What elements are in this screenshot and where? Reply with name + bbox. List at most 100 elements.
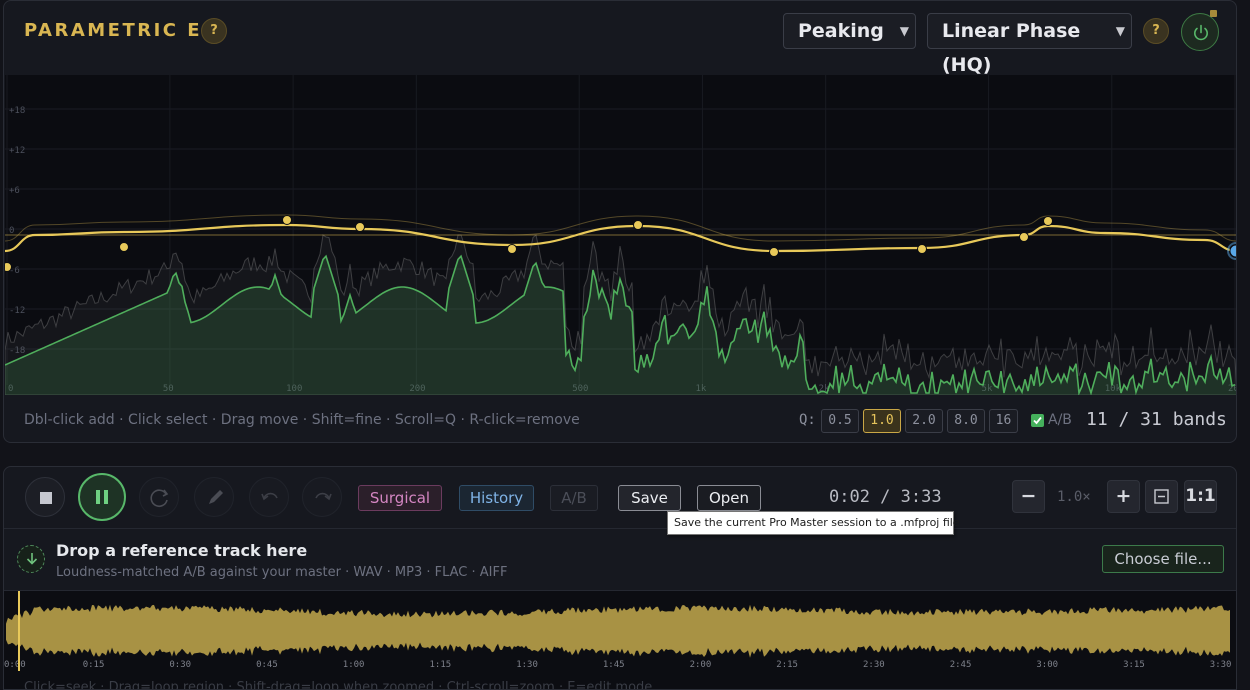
ab-compare-button[interactable]: A/B bbox=[550, 485, 598, 511]
eq-title: PARAMETRIC EQ bbox=[24, 20, 220, 41]
redo-icon bbox=[315, 492, 332, 501]
choose-file-button[interactable]: Choose file... bbox=[1102, 545, 1224, 573]
eq-grid bbox=[5, 75, 1236, 385]
freq-tick-label: 20k bbox=[1228, 384, 1237, 394]
db-tick-label: -18 bbox=[9, 346, 25, 356]
time-tick-label: 3:00 bbox=[1036, 660, 1058, 670]
pause-button[interactable] bbox=[78, 473, 126, 521]
time-tick-label: 2:00 bbox=[690, 660, 712, 670]
db-axis-labels: +18 +12 +6 0 -6 -12 -18 bbox=[9, 106, 25, 356]
pencil-icon bbox=[209, 490, 223, 504]
eq-band-node[interactable] bbox=[1229, 244, 1237, 258]
eq-band-node[interactable] bbox=[507, 244, 517, 254]
time-tick-label: 3:15 bbox=[1123, 660, 1145, 670]
eq-band-node[interactable] bbox=[119, 242, 129, 252]
reference-subtitle: Loudness-matched A/B against your master… bbox=[56, 565, 508, 580]
waveform-shape bbox=[6, 604, 1230, 658]
loop-button[interactable] bbox=[139, 477, 179, 517]
freq-tick-label: 1k bbox=[695, 384, 706, 394]
eq-header: PARAMETRIC EQ ? Peaking ▼ Linear Phase (… bbox=[4, 1, 1236, 76]
eq-band-node[interactable] bbox=[1043, 216, 1053, 226]
surgical-button[interactable]: Surgical bbox=[358, 485, 442, 511]
power-button[interactable] bbox=[1181, 13, 1219, 51]
freq-tick-label: 50 bbox=[163, 384, 174, 394]
chevron-down-icon: ▼ bbox=[899, 24, 909, 38]
spectrum-line bbox=[5, 254, 1236, 395]
eq-curve-ghost bbox=[5, 214, 1236, 242]
freq-tick-label: 0 bbox=[8, 384, 13, 394]
history-button[interactable]: History bbox=[459, 485, 534, 511]
time-tick-label: 0:30 bbox=[169, 660, 191, 670]
zoom-out-button[interactable]: − bbox=[1012, 480, 1045, 513]
fit-icon bbox=[1154, 489, 1169, 504]
freq-tick-label: 5k bbox=[982, 384, 993, 394]
eq-band-node[interactable] bbox=[633, 220, 643, 230]
q-preset-8-0-button[interactable]: 8.0 bbox=[947, 409, 985, 433]
one-to-one-button[interactable]: 1:1 bbox=[1184, 480, 1217, 513]
q-preset-16-button[interactable]: 16 bbox=[989, 409, 1018, 433]
transport-panel: Surgical History A/B Save Open 0:02 / 3:… bbox=[3, 466, 1237, 690]
freq-tick-label: 2k bbox=[819, 384, 830, 394]
waveform[interactable]: 0:00 0:15 0:30 0:45 1:00 1:15 1:30 1:45 2:00 2:15… bbox=[4, 591, 1237, 677]
eq-footer: Dbl-click add · Click select · Drag move… bbox=[4, 397, 1236, 442]
time-tick-label: 2:15 bbox=[776, 660, 798, 670]
time-tick-label: 3:30 bbox=[1210, 660, 1232, 670]
q-preset-1-0-button[interactable]: 1.0 bbox=[863, 409, 901, 433]
q-preset-0-5-button[interactable]: 0.5 bbox=[821, 409, 859, 433]
stop-button[interactable] bbox=[25, 477, 65, 517]
q-preset-2-0-button[interactable]: 2.0 bbox=[905, 409, 943, 433]
reference-drop-zone[interactable]: Drop a reference track here Loudness-mat… bbox=[4, 529, 1236, 591]
redo-button[interactable] bbox=[302, 477, 342, 517]
fit-button[interactable] bbox=[1145, 480, 1178, 513]
zoom-in-button[interactable]: + bbox=[1107, 480, 1140, 513]
chevron-down-icon: ▼ bbox=[1115, 24, 1125, 38]
spectrum-fill bbox=[5, 256, 1236, 395]
time-tick-label: 2:30 bbox=[863, 660, 885, 670]
undo-button[interactable] bbox=[249, 477, 289, 517]
db-tick-label: +6 bbox=[9, 186, 20, 196]
filter-type-select[interactable]: Peaking ▼ bbox=[783, 13, 916, 49]
eq-band-node[interactable] bbox=[917, 244, 927, 254]
bands-count: 11 / 31 bands bbox=[1086, 409, 1227, 430]
eq-curve bbox=[5, 223, 1236, 253]
stop-icon bbox=[40, 492, 52, 504]
db-tick-label: +18 bbox=[9, 106, 25, 116]
check-icon bbox=[1033, 416, 1042, 425]
time-display: 0:02 / 3:33 bbox=[829, 487, 942, 507]
zoom-value: 1.0× bbox=[1057, 489, 1091, 505]
time-tick-label: 0:00 bbox=[4, 660, 26, 670]
pencil-button[interactable] bbox=[194, 477, 234, 517]
transport-toolbar: Surgical History A/B Save Open 0:02 / 3:… bbox=[4, 467, 1236, 529]
q-label: Q: bbox=[799, 412, 816, 428]
time-tick-label: 1:00 bbox=[343, 660, 365, 670]
save-tooltip: Save the current Pro Master session to a… bbox=[667, 511, 960, 535]
selected-band-ring bbox=[1227, 242, 1236, 260]
phase-mode-select[interactable]: Linear Phase (HQ) ▼ bbox=[927, 13, 1132, 76]
ab-checkbox[interactable] bbox=[1031, 414, 1044, 427]
db-tick-label: +12 bbox=[9, 146, 25, 156]
eq-band-node[interactable] bbox=[5, 262, 12, 272]
eq-graph[interactable]: +18 +12 +6 0 -6 -12 -18 0 50 100 200 500 1k 2k 5k 10k 2… bbox=[5, 75, 1237, 395]
loop-icon bbox=[150, 489, 169, 507]
eq-band-node[interactable] bbox=[769, 247, 779, 257]
db-tick-label: 0 bbox=[9, 226, 14, 236]
eq-band-nodes[interactable] bbox=[5, 215, 1237, 272]
help-icon[interactable]: ? bbox=[201, 18, 227, 44]
save-button[interactable]: Save bbox=[618, 485, 681, 511]
freq-tick-label: 500 bbox=[572, 384, 588, 394]
waveform-area[interactable]: 0:00 0:15 0:30 0:45 1:00 1:15 1:30 1:45 2:00 2:15… bbox=[4, 591, 1237, 689]
reference-title: Drop a reference track here bbox=[56, 541, 308, 560]
eq-band-node[interactable] bbox=[1019, 232, 1029, 242]
time-tick-label: 2:45 bbox=[950, 660, 972, 670]
db-tick-label: -12 bbox=[9, 306, 25, 316]
playhead[interactable] bbox=[18, 591, 20, 671]
time-tick-label: 0:15 bbox=[83, 660, 105, 670]
download-arrow-icon bbox=[17, 545, 45, 573]
lock-icon bbox=[1210, 10, 1217, 17]
open-button[interactable]: Open bbox=[697, 485, 761, 511]
eq-band-node[interactable] bbox=[355, 222, 365, 232]
freq-axis-labels: 0 50 100 200 500 1k 2k 5k 10k 20k bbox=[8, 384, 1237, 394]
eq-band-node[interactable] bbox=[282, 215, 292, 225]
phase-help-icon[interactable]: ? bbox=[1143, 18, 1169, 44]
db-tick-label: -6 bbox=[9, 266, 20, 276]
